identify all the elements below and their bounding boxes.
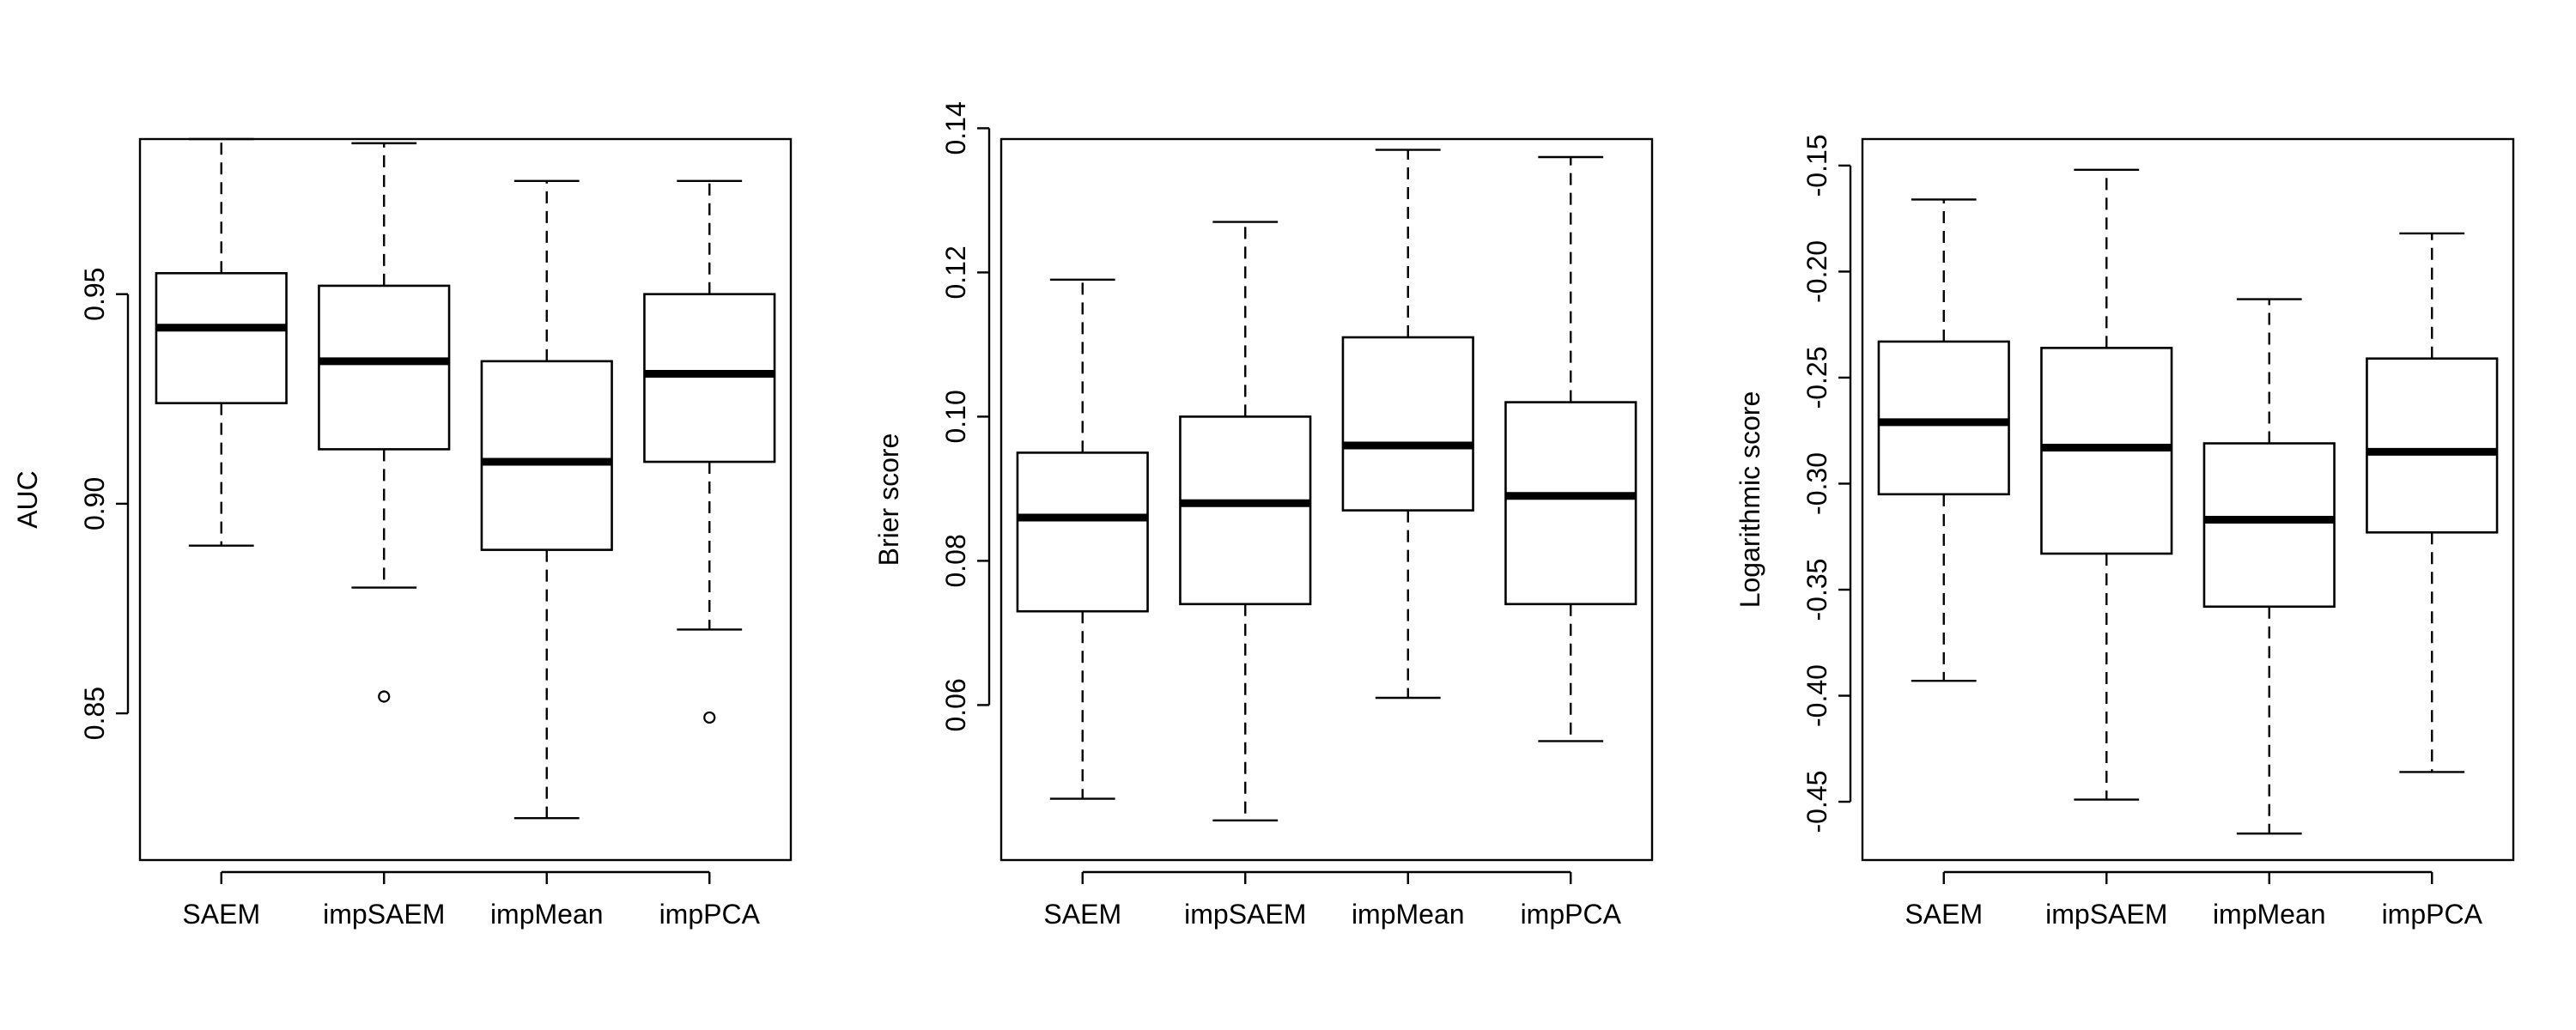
x-tick-label: impMean [2213, 899, 2326, 930]
y-tick-label: 0.06 [940, 678, 971, 731]
iqr-box [1016, 451, 1149, 613]
y-axis-title: Brier score [873, 433, 904, 566]
x-tick-label: impSAEM [1184, 899, 1306, 930]
x-tick-label: impMean [1352, 899, 1465, 930]
x-tick-label: SAEM [182, 899, 260, 930]
plot-frame [999, 137, 1654, 862]
x-tick-label: SAEM [1905, 899, 1983, 930]
y-tick-label: -0.40 [1801, 664, 1832, 727]
box-impMean [2202, 298, 2336, 835]
iqr-box [2202, 442, 2336, 609]
x-tick-label: impMean [490, 899, 604, 930]
y-tick-label: 0.85 [79, 687, 110, 740]
iqr-box [318, 284, 451, 451]
y-tick-label: -0.35 [1801, 559, 1832, 621]
iqr-box [1504, 401, 1637, 606]
plot-frame [1861, 137, 2515, 862]
box-impPCA [1504, 155, 1637, 742]
box-SAEM [155, 137, 288, 547]
outlier-point [703, 711, 716, 724]
x-tick-label: impPCA [2382, 899, 2483, 930]
panel-1: 0.85 0.90 0.95 AUC SAEM impSAEM impMean impPCA [12, 137, 793, 930]
iqr-box [643, 293, 776, 464]
box-impMean [480, 179, 613, 820]
panel-2: 0.06 0.08 0.10 0.12 0.14 Brier score SAEM impSA… [873, 101, 1654, 930]
x-tick-label: SAEM [1043, 899, 1121, 930]
y-tick-label: -0.15 [1801, 134, 1832, 197]
y-tick-label: 0.12 [940, 245, 971, 299]
box-SAEM [1016, 278, 1149, 800]
box-impPCA [643, 179, 776, 724]
y-tick-label: -0.45 [1801, 771, 1832, 833]
y-tick-label: 0.10 [940, 390, 971, 443]
y-axis-title: Logarithmic score [1735, 391, 1765, 609]
y-axis-title: AUC [12, 470, 43, 529]
iqr-box [155, 271, 288, 404]
box-impPCA [2366, 232, 2499, 773]
iqr-box [1341, 336, 1474, 512]
x-tick-label: impPCA [1521, 899, 1622, 930]
iqr-box [2366, 357, 2499, 534]
box-impSAEM [318, 142, 451, 703]
y-tick-label: 0.08 [940, 534, 971, 587]
outlier-point [378, 690, 391, 703]
iqr-box [1179, 415, 1312, 606]
box-SAEM [1877, 198, 2010, 682]
y-tick-label: -0.20 [1801, 240, 1832, 303]
y-tick-label: 0.90 [79, 477, 110, 530]
iqr-box [480, 360, 613, 551]
plot-frame [138, 137, 793, 862]
y-tick-label: -0.25 [1801, 346, 1832, 409]
box-impSAEM [1179, 221, 1312, 821]
x-tick-label: impPCA [659, 899, 761, 930]
panel-3: -0.45 -0.40 -0.35 -0.30 -0.25 -0.20 -0.15 Logar… [1735, 134, 2515, 930]
iqr-box [1877, 340, 2010, 496]
box-impSAEM [2040, 168, 2173, 801]
x-tick-label: impSAEM [323, 899, 445, 930]
y-tick-label: -0.30 [1801, 452, 1832, 515]
box-impMean [1341, 148, 1474, 700]
y-tick-label: 0.95 [79, 268, 110, 321]
x-tick-label: impSAEM [2045, 899, 2167, 930]
y-tick-label: 0.14 [940, 101, 971, 154]
